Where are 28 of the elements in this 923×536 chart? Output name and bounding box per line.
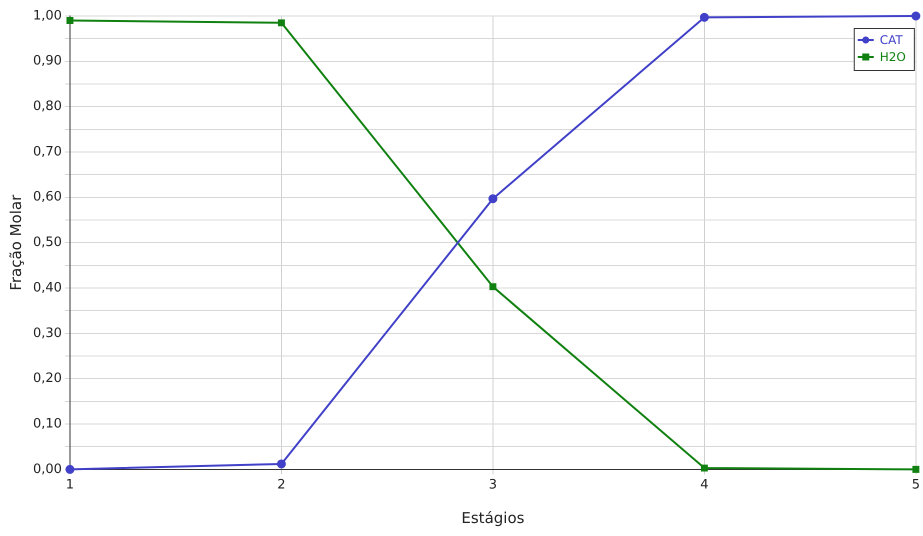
x-tick-label: 1 — [66, 478, 74, 493]
point — [911, 12, 920, 20]
y-tick-label: 0,90 — [32, 54, 62, 69]
point — [700, 12, 709, 22]
y-tick-label: 0,70 — [32, 144, 62, 160]
x-tick-label: 2 — [277, 478, 286, 493]
x-tick-label: 4 — [700, 478, 709, 493]
y-tick-label: 0,30 — [32, 326, 62, 341]
x-tick-label: 3 — [488, 478, 498, 493]
y-tick-label: 0,80 — [32, 99, 62, 114]
point — [65, 464, 74, 474]
y-tick-label: 0,50 — [32, 235, 62, 250]
x-axis-title: Estágios — [461, 508, 525, 527]
point — [700, 464, 708, 472]
y-tick-label: 1,00 — [32, 8, 62, 24]
point — [276, 459, 286, 468]
point — [278, 19, 285, 26]
y-tick-label: 0,60 — [32, 190, 62, 205]
legend-label: CAT — [880, 33, 904, 48]
y-tick-label: 0,20 — [32, 371, 62, 386]
point — [488, 194, 498, 204]
y-axis-title: Fração Molar — [6, 194, 25, 291]
point — [489, 283, 496, 290]
y-tick-label: 0,00 — [32, 462, 62, 477]
y-tick-label: 0,40 — [32, 280, 62, 296]
x-tick-label: 5 — [912, 478, 920, 493]
y-tick-label: 0,10 — [32, 416, 62, 432]
legend-label: H2O — [880, 50, 906, 64]
